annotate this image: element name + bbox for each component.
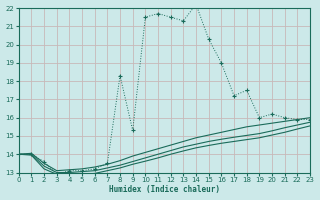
X-axis label: Humidex (Indice chaleur): Humidex (Indice chaleur) [109, 185, 220, 194]
